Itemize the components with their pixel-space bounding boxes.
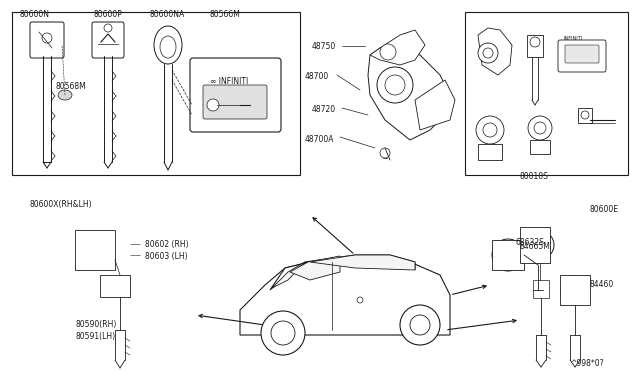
Text: 80568M: 80568M — [56, 82, 87, 91]
Circle shape — [377, 67, 413, 103]
Circle shape — [261, 311, 305, 355]
Circle shape — [526, 231, 554, 259]
Bar — [533, 280, 549, 298]
Polygon shape — [370, 30, 425, 65]
FancyBboxPatch shape — [92, 22, 124, 58]
Circle shape — [533, 238, 547, 252]
Bar — [12, 12, 300, 175]
Circle shape — [271, 321, 295, 345]
Polygon shape — [75, 230, 115, 270]
Circle shape — [385, 75, 405, 95]
Circle shape — [476, 116, 504, 144]
Circle shape — [528, 116, 552, 140]
Polygon shape — [478, 28, 512, 75]
Circle shape — [483, 48, 493, 58]
Polygon shape — [310, 255, 415, 270]
Text: 80602 (RH): 80602 (RH) — [145, 240, 189, 249]
Circle shape — [104, 24, 112, 32]
FancyBboxPatch shape — [558, 40, 606, 72]
Circle shape — [400, 305, 440, 345]
Text: ^998*0?: ^998*0? — [570, 359, 604, 368]
FancyBboxPatch shape — [30, 22, 64, 58]
Polygon shape — [492, 240, 524, 270]
Text: 80566M: 80566M — [210, 10, 241, 19]
Text: 80590(RH): 80590(RH) — [75, 320, 116, 329]
Polygon shape — [240, 258, 450, 335]
Text: 84460: 84460 — [590, 280, 614, 289]
Bar — [478, 144, 502, 160]
Text: 80600X(RH&LH): 80600X(RH&LH) — [30, 200, 93, 209]
Circle shape — [79, 234, 111, 266]
FancyBboxPatch shape — [203, 85, 267, 119]
Text: 84665M: 84665M — [520, 242, 551, 251]
Circle shape — [561, 276, 589, 304]
Circle shape — [87, 242, 103, 258]
Bar — [100, 275, 130, 297]
Ellipse shape — [160, 36, 176, 58]
Text: 80591(LH): 80591(LH) — [75, 332, 115, 341]
Text: 48750: 48750 — [312, 42, 336, 51]
Circle shape — [410, 315, 430, 335]
Circle shape — [534, 122, 546, 134]
Circle shape — [42, 33, 52, 43]
Text: INFINITI: INFINITI — [564, 36, 583, 41]
Text: 80600P: 80600P — [94, 10, 123, 19]
Polygon shape — [520, 227, 550, 263]
Polygon shape — [368, 48, 450, 140]
Circle shape — [581, 111, 589, 119]
Polygon shape — [560, 275, 590, 305]
FancyBboxPatch shape — [565, 45, 599, 63]
Circle shape — [380, 148, 390, 158]
Text: 80603 (LH): 80603 (LH) — [145, 252, 188, 261]
Circle shape — [380, 44, 396, 60]
Polygon shape — [415, 80, 455, 130]
Circle shape — [483, 123, 497, 137]
Circle shape — [530, 37, 540, 47]
Text: 48720: 48720 — [312, 105, 336, 114]
Bar — [527, 35, 543, 57]
Polygon shape — [290, 256, 340, 280]
Polygon shape — [272, 262, 305, 288]
Text: 80600NA: 80600NA — [150, 10, 185, 19]
Circle shape — [492, 239, 524, 271]
Text: 80010S: 80010S — [520, 172, 549, 181]
Text: 48700: 48700 — [305, 72, 329, 81]
Ellipse shape — [58, 90, 72, 100]
Circle shape — [568, 283, 582, 297]
Circle shape — [500, 247, 516, 263]
Circle shape — [207, 99, 219, 111]
Bar — [578, 108, 592, 123]
Text: 48700A: 48700A — [305, 135, 335, 144]
Circle shape — [357, 297, 363, 303]
Bar — [465, 12, 628, 175]
Polygon shape — [270, 255, 415, 290]
Text: ∞ INFINITI: ∞ INFINITI — [210, 77, 248, 86]
Bar — [530, 140, 550, 154]
Text: 68632S: 68632S — [515, 238, 544, 247]
Circle shape — [478, 43, 498, 63]
Text: 80600E: 80600E — [590, 205, 619, 214]
FancyBboxPatch shape — [190, 58, 281, 132]
Ellipse shape — [154, 26, 182, 64]
Text: 80600N: 80600N — [20, 10, 50, 19]
